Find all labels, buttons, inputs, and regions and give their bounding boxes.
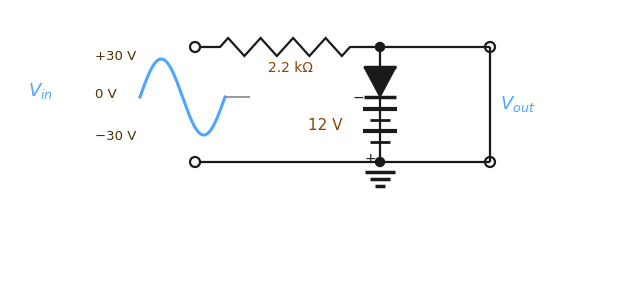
Text: $V_{in}$: $V_{in}$: [28, 81, 53, 101]
Text: 2.2 kΩ: 2.2 kΩ: [267, 61, 312, 75]
Text: $V_{out}$: $V_{out}$: [500, 95, 536, 114]
Text: −30 V: −30 V: [95, 131, 136, 143]
Text: 12 V: 12 V: [307, 118, 342, 133]
Circle shape: [376, 43, 384, 51]
Polygon shape: [364, 67, 396, 97]
Text: +30 V: +30 V: [95, 51, 136, 63]
Circle shape: [376, 157, 384, 166]
Text: 0 V: 0 V: [95, 88, 117, 102]
Text: −: −: [352, 91, 364, 105]
Text: +: +: [364, 152, 376, 166]
